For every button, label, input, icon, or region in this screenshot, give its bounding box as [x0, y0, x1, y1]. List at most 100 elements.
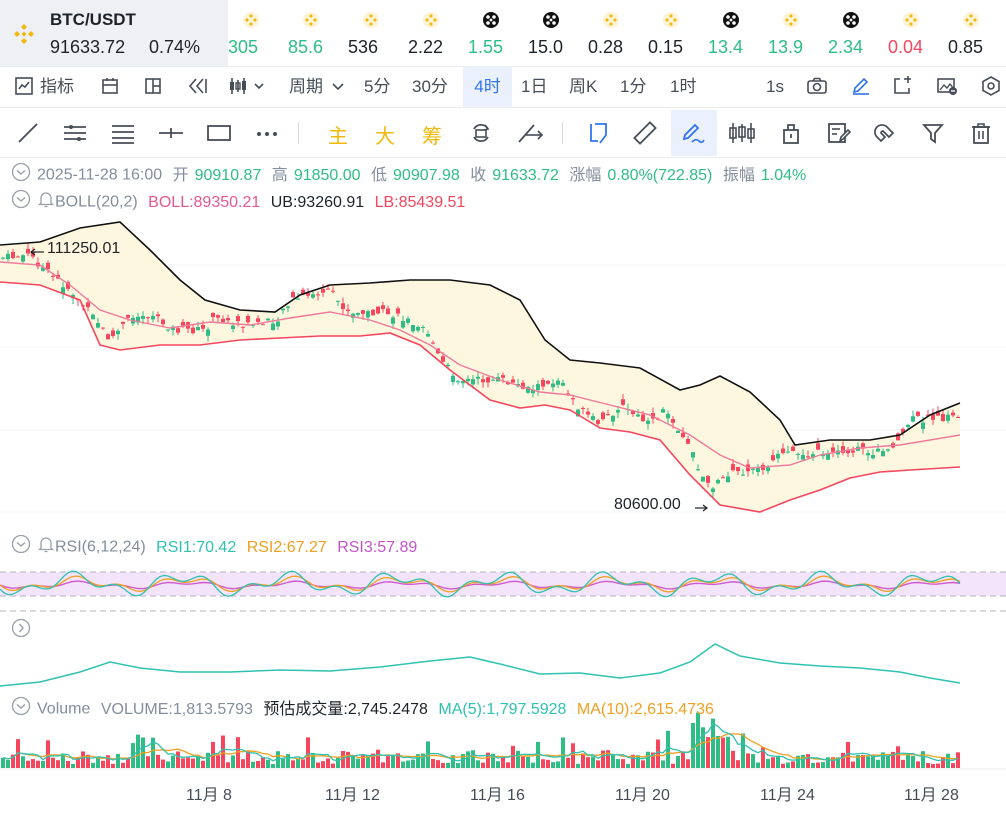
more-dots-icon[interactable]	[254, 121, 280, 150]
mini-ticker[interactable]: 0.85	[948, 0, 1006, 66]
brush-icon[interactable]	[680, 121, 706, 150]
refresh-rate[interactable]: 1s	[766, 77, 784, 96]
candle-body	[236, 316, 240, 322]
interval-30m[interactable]: 30分	[412, 77, 448, 96]
edit-note-icon[interactable]	[826, 121, 852, 150]
interval-1d[interactable]: 1日	[521, 77, 548, 96]
volume-bar	[296, 759, 300, 768]
candle-body	[276, 321, 280, 327]
horizontal-line-icon[interactable]	[158, 121, 184, 150]
camera-icon[interactable]	[806, 76, 828, 101]
parallel-lines-icon[interactable]	[62, 121, 88, 150]
layout-icon[interactable]	[100, 76, 120, 101]
candle-body	[86, 302, 90, 308]
alert-bell-icon[interactable]	[37, 190, 55, 215]
candle-body	[771, 455, 775, 461]
volume-bar	[186, 757, 190, 768]
expand-chevron-icon[interactable]	[11, 618, 31, 645]
candle-body	[511, 379, 515, 383]
volume-bar	[576, 763, 580, 768]
mini-ticker[interactable]: 13.9	[768, 0, 828, 66]
candle-body	[466, 378, 470, 382]
mini-ticker[interactable]: 85.6	[288, 0, 348, 66]
x-axis-date: 11月 8	[186, 787, 232, 804]
rsi3-value: RSI3:57.89	[337, 538, 418, 556]
magnet-icon[interactable]	[873, 121, 899, 150]
fib-lines-icon[interactable]	[110, 121, 136, 150]
interval-5m[interactable]: 5分	[364, 77, 391, 96]
candle-type-icon[interactable]	[228, 76, 264, 101]
main-indicator-button[interactable]: 主	[328, 126, 348, 148]
candle-body	[736, 466, 740, 472]
filter-icon[interactable]	[921, 121, 945, 150]
mini-ticker[interactable]: 2.34	[828, 0, 888, 66]
mini-ticker[interactable]: 2.22	[408, 0, 468, 66]
volume-bar	[176, 751, 180, 768]
copy-window-icon[interactable]	[586, 121, 612, 150]
candle-body	[481, 379, 485, 383]
volume-bar	[701, 727, 705, 768]
indicator-chart-icon[interactable]	[14, 76, 34, 101]
measure-icon[interactable]	[516, 121, 544, 150]
alert-bell-icon[interactable]	[37, 535, 55, 560]
volume-bar	[226, 762, 230, 768]
mini-ticker[interactable]: 15.0	[528, 0, 588, 66]
volume-bar	[631, 754, 635, 768]
pencil-icon[interactable]	[850, 76, 872, 101]
ohlc-time: 2025-11-28 16:00	[37, 166, 163, 184]
candle-body	[776, 453, 780, 459]
candle-body	[926, 414, 930, 416]
mini-ticker[interactable]: 0.04	[888, 0, 948, 66]
replay-icon[interactable]	[186, 76, 208, 101]
trash-icon[interactable]	[969, 121, 993, 150]
collapse-chevron-icon[interactable]	[11, 162, 31, 189]
candle-body	[876, 448, 880, 452]
candle-body	[366, 311, 370, 318]
volume-bar	[361, 755, 365, 768]
candles-icon[interactable]	[728, 121, 756, 150]
collapse-chevron-icon[interactable]	[11, 696, 31, 723]
mini-ticker[interactable]: 536	[348, 0, 408, 66]
interval-1h[interactable]: 1时	[670, 77, 697, 96]
collapse-chevron-icon[interactable]	[11, 534, 31, 561]
sync-icon[interactable]	[468, 121, 494, 150]
candle-body	[506, 382, 510, 385]
candle-body	[101, 327, 105, 329]
candle-body	[26, 248, 30, 254]
rectangle-icon[interactable]	[206, 121, 232, 150]
main-ticker[interactable]: BTC/USDT 91633.72 0.74%	[0, 0, 228, 66]
volume-bar	[96, 757, 100, 768]
mini-ticker[interactable]: 1.55	[468, 0, 528, 66]
split-view-icon[interactable]	[143, 76, 163, 101]
candle-body	[806, 456, 810, 458]
candle-body	[106, 334, 110, 340]
volume-bar	[6, 760, 10, 768]
mini-ticker[interactable]: 13.4	[708, 0, 768, 66]
trend-line-icon[interactable]	[16, 121, 40, 150]
settings-gear-icon[interactable]	[980, 76, 1002, 101]
lock-icon[interactable]	[779, 121, 803, 150]
volume-bar	[641, 760, 645, 768]
high-label: 高	[271, 166, 288, 184]
image-delete-icon[interactable]	[936, 76, 958, 101]
volume-bar	[826, 757, 830, 768]
interval-1w[interactable]: 周K	[569, 77, 598, 96]
period-dropdown[interactable]: 周期	[289, 77, 323, 96]
fullscreen-icon[interactable]	[892, 76, 914, 101]
mini-ticker[interactable]: 0.15	[648, 0, 708, 66]
ruler-icon[interactable]	[632, 121, 658, 150]
collapse-chevron-icon[interactable]	[11, 189, 31, 216]
candle-body	[226, 318, 230, 321]
mini-ticker[interactable]: 305	[228, 0, 288, 66]
chip-distribution-button[interactable]: 筹	[422, 126, 442, 148]
interval-4h[interactable]: 4时	[463, 67, 512, 107]
interval-1m[interactable]: 1分	[620, 77, 647, 96]
candle-body	[546, 380, 550, 384]
candle-body	[711, 488, 715, 492]
candle-body	[566, 393, 570, 395]
chevron-down-icon[interactable]	[331, 80, 345, 99]
indicators-button[interactable]: 指标	[40, 77, 74, 96]
big-order-button[interactable]: 大	[375, 126, 395, 148]
mini-ticker[interactable]: 0.28	[588, 0, 648, 66]
